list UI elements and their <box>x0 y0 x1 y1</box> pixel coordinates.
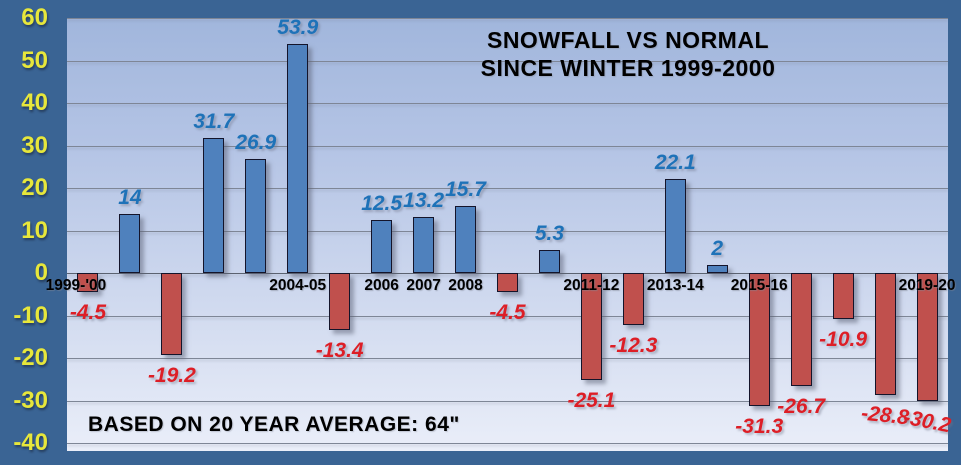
x-axis-label: 1999-'00 <box>45 277 107 294</box>
bar-value-label: 5.3 <box>534 222 565 246</box>
bar <box>916 273 938 402</box>
bar-value-label: 31.7 <box>193 110 235 134</box>
x-axis-label: 2013-14 <box>646 277 704 294</box>
x-axis-label: 2015-16 <box>730 277 788 294</box>
bar <box>874 273 896 396</box>
bar <box>748 273 770 407</box>
bar-value-label: -26.7 <box>777 395 826 419</box>
bar <box>664 179 686 273</box>
gridline <box>67 18 948 19</box>
bar <box>77 273 99 293</box>
gridline <box>67 188 948 189</box>
bar <box>287 43 309 273</box>
bar-value-label: -4.5 <box>69 301 107 325</box>
y-axis-tick-label: 10 <box>21 216 48 244</box>
bar <box>706 264 728 273</box>
y-axis-tick-label: 0 <box>34 259 48 286</box>
bar <box>790 273 812 387</box>
bar-value-label: -12.3 <box>609 334 658 358</box>
y-axis-tick-label: -30 <box>13 386 48 414</box>
x-axis-label: 2007 <box>406 277 441 294</box>
bar <box>119 213 141 273</box>
gridline <box>67 315 948 317</box>
gridline <box>67 60 948 62</box>
x-axis-label: 2019-20 <box>898 277 956 294</box>
bar <box>832 273 854 320</box>
y-axis-tick-label: -20 <box>13 344 48 371</box>
bar-value-label: 22.1 <box>654 151 696 175</box>
x-axis-label: 2008 <box>448 277 483 294</box>
bar <box>413 216 435 273</box>
bar-value-label: -4.5 <box>489 301 526 325</box>
bar <box>455 206 477 273</box>
gridline <box>67 230 948 232</box>
bar-value-label: 13.2 <box>403 188 445 212</box>
chart-title-line-2: SINCE WINTER 1999-2000 <box>480 55 776 81</box>
gridline <box>67 400 948 402</box>
bar-value-label: 2 <box>711 236 724 260</box>
gridline <box>67 358 948 359</box>
bar-value-label: 14 <box>118 185 142 209</box>
bar <box>245 158 267 273</box>
gridline <box>67 103 948 104</box>
y-axis-tick-label: -40 <box>13 429 48 456</box>
bar <box>538 250 560 273</box>
bar-value-label: 12.5 <box>361 191 403 215</box>
bar-value-label: -31.3 <box>735 415 784 439</box>
gridline <box>67 443 948 444</box>
bar <box>329 273 351 330</box>
chart-title-line-1: SNOWFALL VS NORMAL <box>486 27 769 53</box>
x-axis-label: 2006 <box>364 277 399 294</box>
bar-value-label: -10.9 <box>819 328 868 352</box>
bar-value-label: -25.1 <box>567 388 616 412</box>
chart-footnote: BASED ON 20 YEAR AVERAGE: 64" <box>88 413 460 436</box>
x-axis-label: 2011-12 <box>563 277 620 294</box>
gridline <box>67 145 948 147</box>
chart-title: SNOWFALL VS NORMAL SINCE WINTER 1999-200… <box>388 26 868 82</box>
bar <box>161 273 183 355</box>
bar <box>497 273 518 293</box>
y-axis-tick-label: 50 <box>21 46 48 74</box>
bar-value-label: 53.9 <box>277 15 319 39</box>
y-axis-tick-label: -10 <box>13 301 48 329</box>
y-axis-tick-label: 60 <box>21 4 48 31</box>
bar-value-label: -13.4 <box>315 338 364 362</box>
bar <box>622 273 644 326</box>
x-axis-label: 2004-05 <box>269 277 327 294</box>
bar-value-label: 26.9 <box>235 130 277 154</box>
y-axis-tick-label: 20 <box>21 174 48 201</box>
bar <box>580 273 602 380</box>
plot-area <box>67 18 948 451</box>
bar-value-label: 15.7 <box>445 178 486 202</box>
bar <box>203 138 225 273</box>
y-axis-tick-label: 40 <box>21 89 48 116</box>
bar <box>371 219 393 273</box>
y-axis-tick-label: 30 <box>21 131 48 159</box>
bar-value-label: -19.2 <box>147 363 196 387</box>
